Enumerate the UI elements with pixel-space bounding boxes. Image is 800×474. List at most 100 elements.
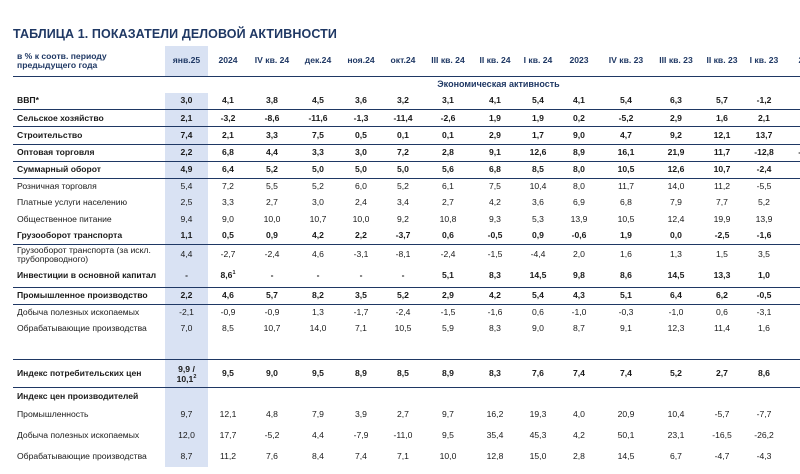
data-cell: 7,0 — [165, 321, 208, 338]
data-cell: 14,5 — [518, 265, 558, 288]
data-cell: 1,9 — [472, 109, 518, 128]
data-cell: 9,4 — [165, 211, 208, 228]
data-cell: -2,6 — [424, 109, 472, 128]
data-cell: 7,1 — [355, 323, 367, 334]
data-cell: -3,1 — [353, 249, 369, 260]
data-cell: 9,7 — [165, 404, 208, 426]
data-cell: 5,0 — [382, 161, 424, 179]
spacer-cell — [13, 337, 165, 360]
data-cell: -3,7 — [382, 227, 424, 245]
data-cell: -11,6 — [296, 109, 340, 128]
data-cell: 9,9 /10,12 — [165, 359, 208, 388]
data-cell: 1,7 — [518, 126, 558, 145]
data-cell: 5,2 — [652, 359, 700, 388]
data-cell: 0,1 — [382, 126, 424, 145]
data-cell: -5,7 — [714, 409, 730, 420]
data-cell: 5,0 — [340, 161, 382, 179]
data-cell: 10,4 — [667, 409, 685, 420]
data-cell: 5,4 — [518, 287, 558, 305]
data-cell: 2,8 — [573, 451, 585, 462]
cpi-value-a: 9,9 / — [178, 363, 195, 374]
row-label: Обрабатывающие производства — [17, 323, 147, 334]
data-cell: -1,5 — [440, 307, 456, 318]
data-cell: -1,2 — [744, 93, 784, 111]
data-cell: -4,4 — [530, 249, 546, 260]
data-cell: 3,5 — [758, 249, 770, 260]
data-cell: 3,5 — [340, 287, 382, 305]
data-cell: 10,5 — [617, 213, 635, 224]
data-cell: -16,2 — [784, 144, 800, 162]
data-cell: - — [382, 265, 424, 288]
data-cell: 2,9 — [424, 287, 472, 305]
data-cell: 7,4 — [165, 126, 208, 145]
table-row: Промышленное производство 2,2 4,6 5,7 8,2 3,5… — [13, 287, 800, 305]
data-cell: 50,1 — [617, 430, 635, 441]
row-label: Грузооборот транспорта (за искл. трубопр… — [17, 244, 151, 265]
data-cell: 2,9 — [652, 109, 700, 128]
data-cell: -2,7 — [220, 249, 236, 260]
data-cell — [248, 387, 296, 405]
column-header: III кв. 24 — [424, 46, 472, 77]
data-cell: 7,6 — [518, 359, 558, 388]
data-cell: 6,8 — [208, 144, 248, 162]
data-cell: 20,9 — [617, 409, 635, 420]
data-cell: 5,2 — [312, 181, 324, 192]
data-cell: 2,2 — [165, 144, 208, 162]
column-header: дек.24 — [296, 46, 340, 77]
data-cell: 4,6 — [312, 249, 324, 260]
data-cell: 4,1 — [208, 93, 248, 111]
data-cell: 5,0 — [784, 195, 800, 211]
row-label: Общественное питание — [17, 213, 112, 224]
spacer-cell — [296, 337, 340, 360]
data-cell: 1,1 — [165, 227, 208, 245]
data-cell: 7,2 — [382, 144, 424, 162]
table-row: Общественное питание 9,4 9,0 10,0 10,7 10,0 9,… — [13, 211, 800, 228]
column-header: окт.24 — [382, 46, 424, 77]
data-cell: 4,0 — [573, 409, 585, 420]
table-row: Суммарный оборот 4,9 6,4 5,2 5,0 5,0 5,0 5,6 6,8… — [13, 161, 800, 179]
data-cell: 8,5 — [382, 359, 424, 388]
row-label: ВВП* — [13, 93, 165, 111]
data-cell: 0,2 — [784, 244, 800, 266]
data-cell: -11,4 — [382, 109, 424, 128]
data-cell: -2,5 — [700, 227, 744, 245]
data-cell: 11,3 — [784, 446, 800, 467]
spacer-cell — [652, 337, 700, 360]
data-cell: - — [340, 265, 382, 288]
data-cell: 2,2 — [340, 227, 382, 245]
data-cell: -2,3 — [784, 227, 800, 245]
data-cell: 0,6 — [424, 227, 472, 245]
data-cell: 11,7 — [700, 144, 744, 162]
table-row: Промышленность 9,7 12,1 4,8 7,9 3,9 2,7 9,7 16,2… — [13, 404, 800, 426]
table-row: Розничная торговля 5,4 7,2 5,5 5,2 6,0 5,2 6,1 7… — [13, 178, 800, 196]
data-cell: -7,9 — [353, 430, 369, 441]
table-row: Обрабатывающие производства 8,7 11,2 7,6 8,4… — [13, 446, 800, 468]
row-label: Строительство — [13, 126, 165, 145]
data-cell: 11,9 — [784, 359, 800, 388]
data-cell: 4,7 — [600, 126, 652, 145]
spacer-cell — [165, 337, 208, 360]
data-cell: 5,2 — [758, 197, 770, 208]
data-cell: 5,0 — [296, 161, 340, 179]
column-header: 2022 — [784, 46, 800, 77]
data-cell — [652, 387, 700, 405]
data-cell: 10,5 — [394, 323, 412, 334]
data-cell: 2,1 — [744, 109, 784, 128]
data-cell: 19,3 — [529, 409, 547, 420]
data-cell: -1,6 — [744, 227, 784, 245]
spacer-cell — [472, 337, 518, 360]
data-cell: 1,9 — [600, 227, 652, 245]
data-cell: -3,1 — [756, 307, 772, 318]
data-cell: 6,1 — [442, 181, 454, 192]
data-cell: 0,3 — [784, 321, 800, 337]
data-cell: -0,9 — [264, 307, 280, 318]
data-cell: -16,5 — [712, 430, 732, 441]
table-row: Грузооборот транспорта (за искл. трубопр… — [13, 244, 800, 266]
table-row: Строительство 7,4 2,1 3,3 7,5 0,5 0,1 0,1 2,9 1,7… — [13, 126, 800, 145]
row-label: Сельское хозяйство — [13, 109, 165, 128]
row-label: Добыча полезных ископаемых — [17, 307, 140, 318]
spacer-cell — [558, 337, 600, 360]
data-cell: 3,3 — [296, 144, 340, 162]
row-label: Грузооборот транспорта — [13, 227, 165, 245]
data-cell — [784, 387, 800, 405]
